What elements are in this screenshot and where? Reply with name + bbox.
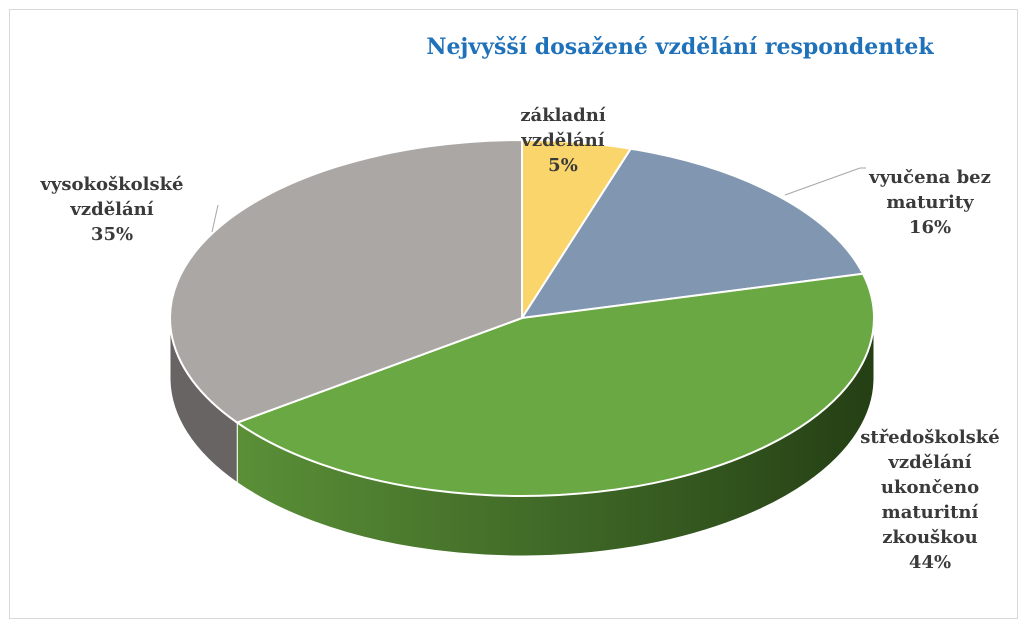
- category-label: základní vzdělání: [520, 105, 606, 151]
- category-label: vyučena bez maturity: [869, 167, 991, 213]
- category-label: vysokoškolské vzdělání: [40, 174, 184, 220]
- chart-title: Nejvyšší dosažené vzdělání respondentek: [426, 34, 934, 60]
- data-label: středoškolské vzdělání ukončeno maturitn…: [845, 425, 1015, 575]
- data-label: základní vzdělání 5%: [498, 103, 628, 178]
- category-label: středoškolské vzdělání ukončeno maturitn…: [860, 427, 1000, 548]
- value-label: 16%: [908, 217, 952, 238]
- value-label: 44%: [908, 552, 952, 573]
- value-label: 35%: [90, 224, 134, 245]
- pie-slice: [519, 147, 865, 320]
- pie-slice: [169, 138, 523, 424]
- value-label: 5%: [548, 155, 578, 176]
- chart-frame: [9, 9, 1018, 619]
- data-label: vyučena bez maturity 16%: [845, 165, 1015, 240]
- leader-line: [211, 204, 219, 233]
- leader-line: [784, 167, 866, 196]
- data-label: vysokoškolské vzdělání 35%: [17, 172, 207, 247]
- pie-slice: [235, 272, 875, 497]
